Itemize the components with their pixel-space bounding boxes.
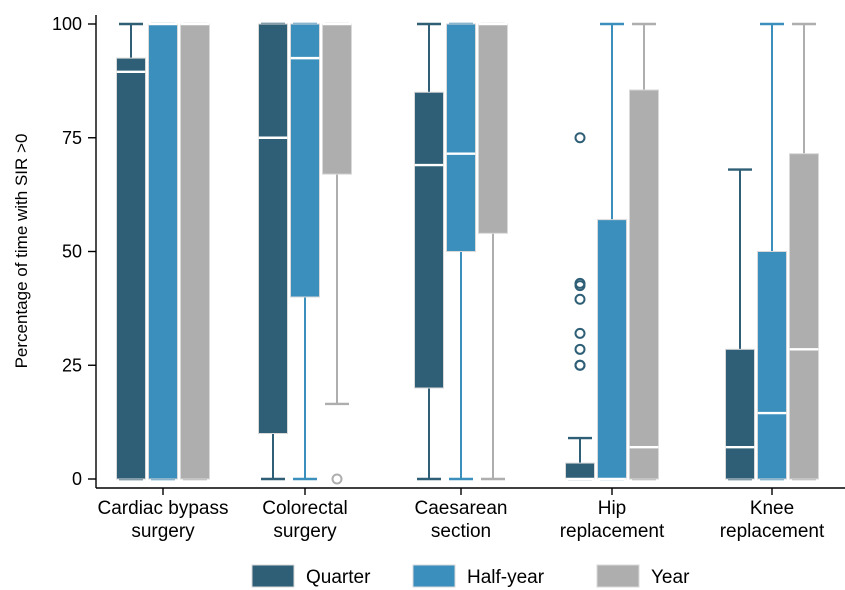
- y-axis-title: Percentage of time with SIR >0: [12, 134, 31, 369]
- box-half-year-1: [290, 22, 320, 481]
- outlier-point: [574, 327, 586, 339]
- outlier-point: [574, 343, 586, 355]
- outlier-point: [574, 293, 586, 305]
- box-iqr: [290, 23, 320, 298]
- box-iqr: [629, 89, 659, 480]
- y-axis-ticks: 0 25 50 75 100: [52, 14, 96, 489]
- y-tick-label: 75: [62, 128, 82, 148]
- legend-label: Half-year: [467, 567, 545, 588]
- legend-swatch: [251, 564, 295, 588]
- category-label: Colorectal: [262, 498, 348, 519]
- category-label: Hip: [598, 498, 627, 519]
- box-iqr: [258, 23, 288, 434]
- y-tick-label: 100: [52, 14, 82, 34]
- box-year-4: [789, 22, 819, 481]
- box-half-year-4: [757, 22, 787, 481]
- box-iqr: [116, 57, 146, 480]
- box-iqr: [725, 348, 755, 480]
- box-iqr: [565, 462, 595, 480]
- legend-item-quarter: Quarter: [251, 564, 371, 588]
- box-quarter-0: [116, 22, 146, 481]
- legend-item-year: Year: [596, 564, 690, 588]
- box-half-year-3: [597, 22, 627, 481]
- box-iqr: [180, 23, 210, 480]
- outlier-point: [331, 473, 343, 485]
- category-label: replacement: [560, 521, 665, 542]
- box-iqr: [597, 219, 627, 480]
- box-iqr: [148, 23, 178, 480]
- box-year-1: [322, 22, 352, 485]
- box-groups: [116, 22, 819, 485]
- category-label: Caesarean: [415, 498, 508, 519]
- outlier-point: [574, 359, 586, 371]
- y-tick-label: 0: [72, 469, 82, 489]
- box-quarter-1: [258, 22, 288, 481]
- box-iqr: [414, 91, 444, 389]
- y-tick-label: 25: [62, 355, 82, 375]
- category-label: replacement: [720, 521, 825, 542]
- category-label: Cardiac bypass: [98, 498, 229, 519]
- box-quarter-4: [725, 168, 755, 481]
- category-label: Knee: [750, 498, 794, 519]
- box-year-3: [629, 22, 659, 481]
- category-label: section: [431, 521, 491, 542]
- category-label: surgery: [273, 521, 337, 542]
- box-quarter-3: [565, 132, 595, 481]
- box-iqr: [789, 153, 819, 480]
- box-year-0: [180, 22, 210, 481]
- box-half-year-0: [148, 22, 178, 481]
- legend-swatch: [412, 564, 456, 588]
- legend-label: Year: [651, 567, 690, 588]
- outlier-point: [574, 277, 586, 289]
- legend-swatch: [596, 564, 640, 588]
- x-axis-labels: Cardiac bypasssurgeryColorectalsurgeryCa…: [98, 488, 825, 542]
- legend: Quarter Half-year Year: [251, 564, 690, 588]
- outlier-point: [574, 132, 586, 144]
- box-quarter-2: [414, 22, 444, 481]
- legend-label: Quarter: [306, 567, 371, 588]
- y-tick-label: 50: [62, 242, 82, 262]
- box-iqr: [757, 251, 787, 480]
- box-half-year-2: [446, 22, 476, 481]
- box-iqr: [478, 23, 508, 234]
- box-year-2: [478, 22, 508, 481]
- category-label: surgery: [131, 521, 195, 542]
- box-iqr: [446, 23, 476, 252]
- legend-item-half-year: Half-year: [412, 564, 545, 588]
- box-iqr: [322, 23, 352, 175]
